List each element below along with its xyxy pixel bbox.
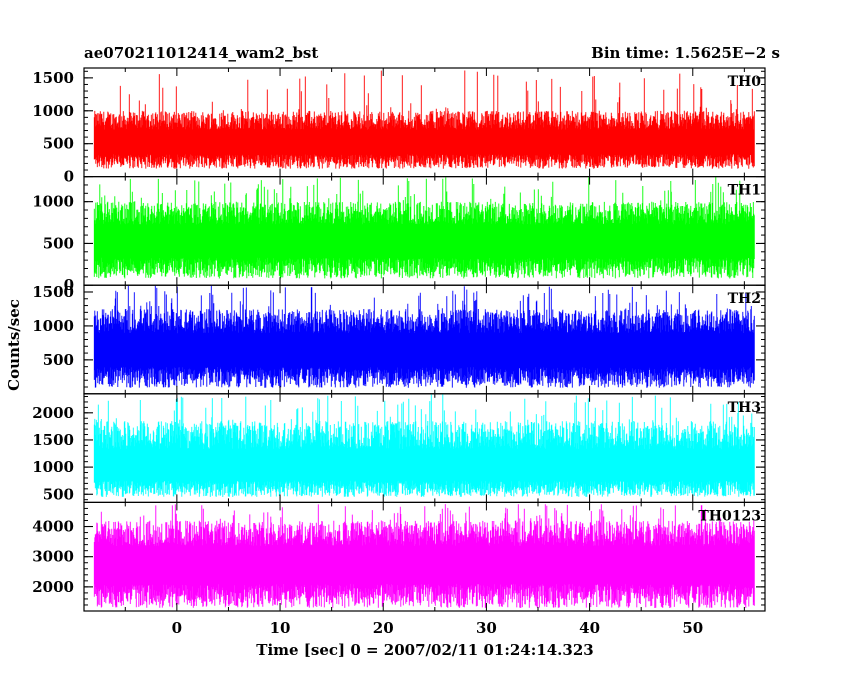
y-tick-label: 500 [43, 234, 74, 252]
y-tick-label: 1500 [32, 283, 74, 301]
y-tick-label: 3000 [32, 548, 74, 566]
panel-label: TH0123 [698, 508, 761, 524]
panel-th1: 0 500 1000 TH1 [32, 176, 766, 294]
panel-th0123: 2000 3000 4000 TH0123 [32, 501, 766, 612]
panel-th0: 0 500 1000 1500 TH0 [32, 67, 766, 186]
y-tick-label: 1000 [32, 102, 74, 120]
series-th0123-trace [93, 504, 755, 608]
x-tick-label: 40 [579, 619, 600, 637]
series-th2-trace [93, 285, 755, 388]
x-tick-label: 30 [476, 619, 497, 637]
x-tick-label: 20 [373, 619, 394, 637]
y-tick-label: 500 [43, 485, 74, 503]
y-axis-title: Counts/sec [5, 299, 23, 391]
series-th0-trace [93, 70, 755, 169]
series-th3-trace [93, 394, 755, 497]
y-tick-label: 2000 [32, 578, 74, 596]
y-tick-label: 1500 [32, 431, 74, 449]
panel-th3: 500 1000 1500 2000 TH3 [32, 393, 766, 503]
y-tick-label: 0 [64, 168, 74, 186]
x-axis-ticks: 0 10 20 30 40 50 [172, 619, 704, 637]
y-tick-label: 500 [43, 135, 74, 153]
x-tick-label: 50 [682, 619, 703, 637]
panel-label: TH0 [728, 74, 762, 90]
series-th1-trace [93, 176, 755, 279]
x-tick-label: 0 [172, 619, 182, 637]
y-tick-label: 1000 [32, 193, 74, 211]
panel-label: TH2 [728, 291, 761, 307]
x-tick-label: 10 [270, 619, 291, 637]
panel-label: TH1 [728, 183, 761, 199]
y-tick-label: 1000 [32, 458, 74, 476]
x-axis-title: Time [sec] 0 = 2007/02/11 01:24:14.323 [256, 641, 593, 659]
y-tick-label: 500 [43, 351, 74, 369]
panel-th2: 500 1000 1500 TH2 [32, 283, 766, 395]
y-tick-label: 1000 [32, 317, 74, 335]
y-tick-label: 4000 [32, 518, 74, 536]
panel-label: TH3 [728, 400, 761, 416]
bin-time-label: Bin time: 1.5625E−2 s [591, 44, 780, 62]
chart-title: ae070211012414_wam2_bst [84, 44, 318, 62]
y-tick-label: 2000 [32, 404, 74, 422]
y-tick-label: 0 [64, 276, 74, 294]
y-tick-label: 1500 [32, 69, 74, 87]
panels-group: 0 500 1000 1500 TH0 0 500 1000 TH1 500 1000 1500 TH2… [32, 67, 766, 612]
